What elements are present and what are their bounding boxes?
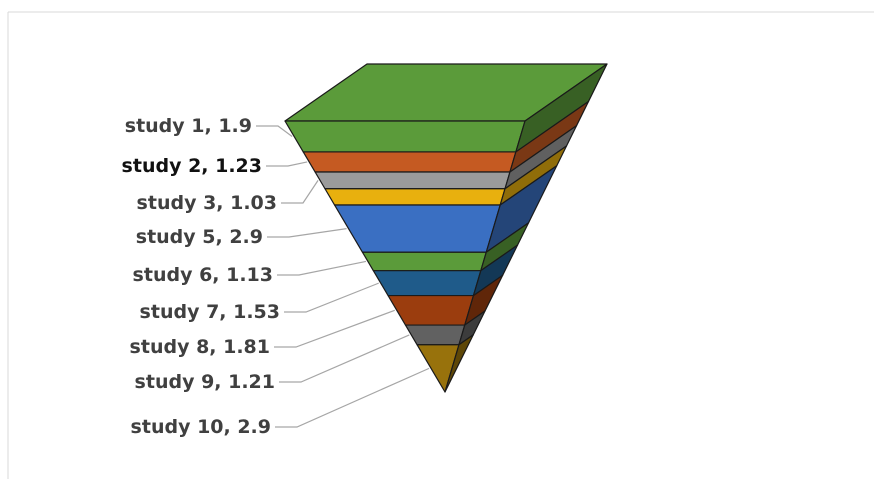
- leader-line-study-5: [267, 228, 347, 238]
- data-label-study-3: study 3, 1.03: [137, 192, 277, 214]
- leader-line-study-9: [279, 334, 410, 383]
- leader-line-study-3: [281, 180, 319, 204]
- data-label-study-2: study 2, 1.23: [122, 155, 262, 177]
- funnel-segment-study-6: [361, 251, 487, 272]
- funnel-pyramid: [284, 63, 608, 393]
- funnel-segment-study-4: [324, 188, 506, 206]
- funnel-segment-study-5: [334, 204, 501, 253]
- funnel-segment-study-7: [372, 270, 482, 297]
- funnel-side-study-10: [444, 334, 474, 393]
- leader-line-study-2: [266, 161, 308, 167]
- data-label-study-8: study 8, 1.81: [130, 336, 270, 358]
- leader-line-study-7: [284, 282, 379, 313]
- funnel-segment-study-1: [284, 120, 526, 153]
- data-label-study-7: study 7, 1.53: [140, 301, 280, 323]
- leader-line-study-6: [277, 260, 367, 276]
- data-label-study-1: study 1, 1.9: [125, 115, 252, 137]
- leader-line-study-10: [275, 367, 430, 428]
- data-label-study-5: study 5, 2.9: [136, 226, 263, 248]
- leader-line-study-8: [274, 309, 395, 348]
- data-label-study-9: study 9, 1.21: [135, 371, 275, 393]
- leader-line-study-1: [256, 125, 293, 137]
- data-label-study-6: study 6, 1.13: [133, 264, 273, 286]
- funnel-segment-study-3: [314, 171, 511, 190]
- data-labels: study 1, 1.9 study 2, 1.23 study 3, 1.03 st…: [122, 115, 430, 438]
- data-label-study-10: study 10, 2.9: [131, 416, 271, 438]
- funnel-segment-study-2: [302, 151, 517, 173]
